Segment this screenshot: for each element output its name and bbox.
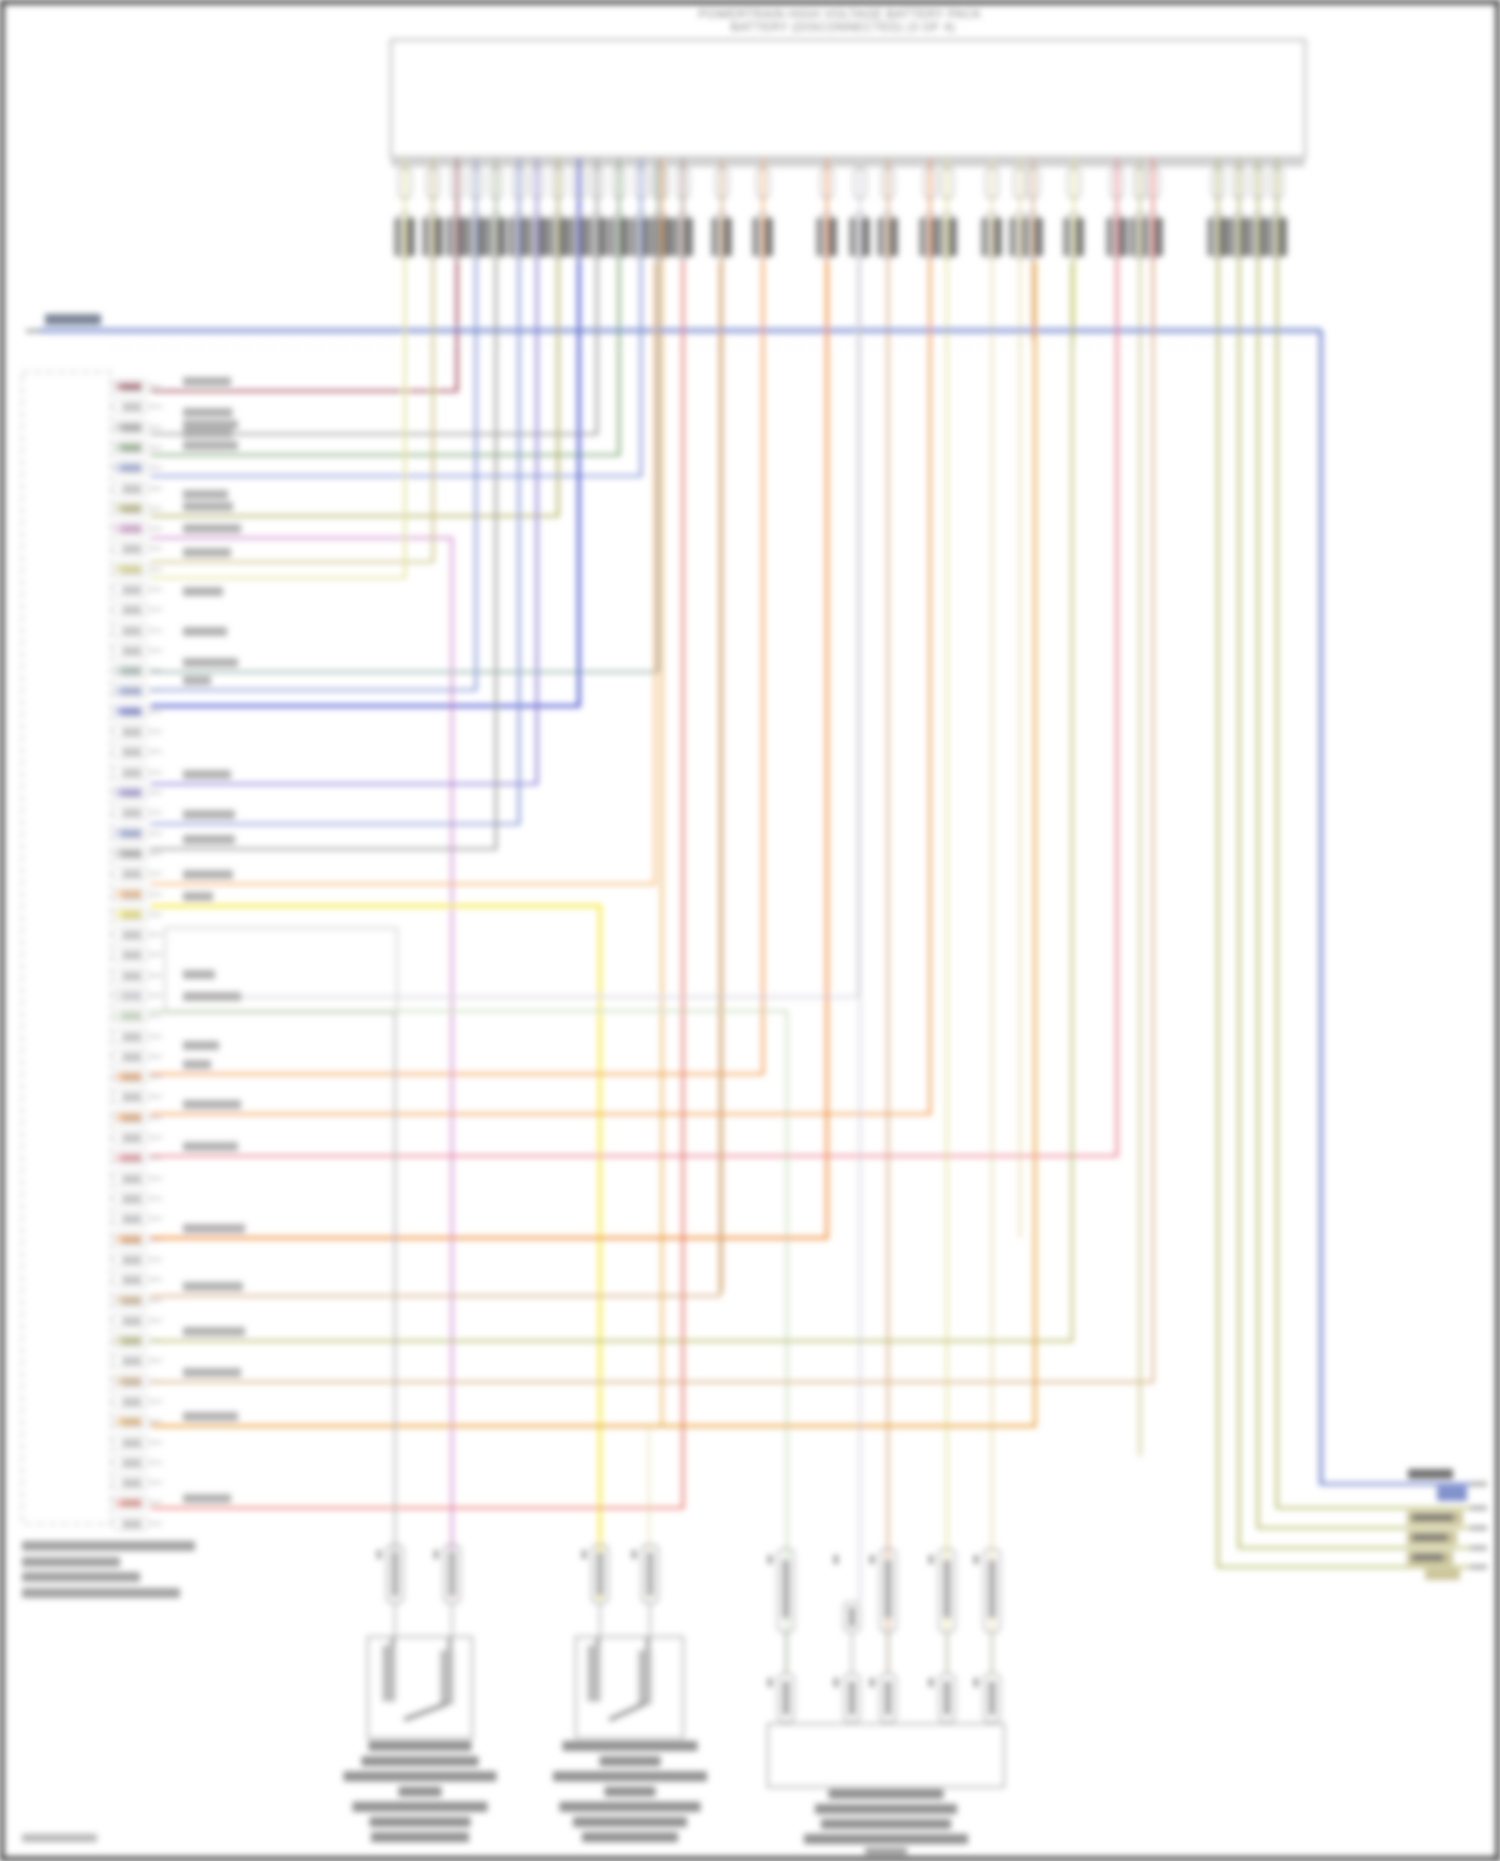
svg-text:POWERTRAIN HIGH VOLTAGE BATTER: POWERTRAIN HIGH VOLTAGE BATTERY PACK	[698, 7, 981, 21]
svg-text:BATTERY (DISCONNECTED) (3 OF 4: BATTERY (DISCONNECTED) (3 OF 4)	[731, 20, 956, 34]
